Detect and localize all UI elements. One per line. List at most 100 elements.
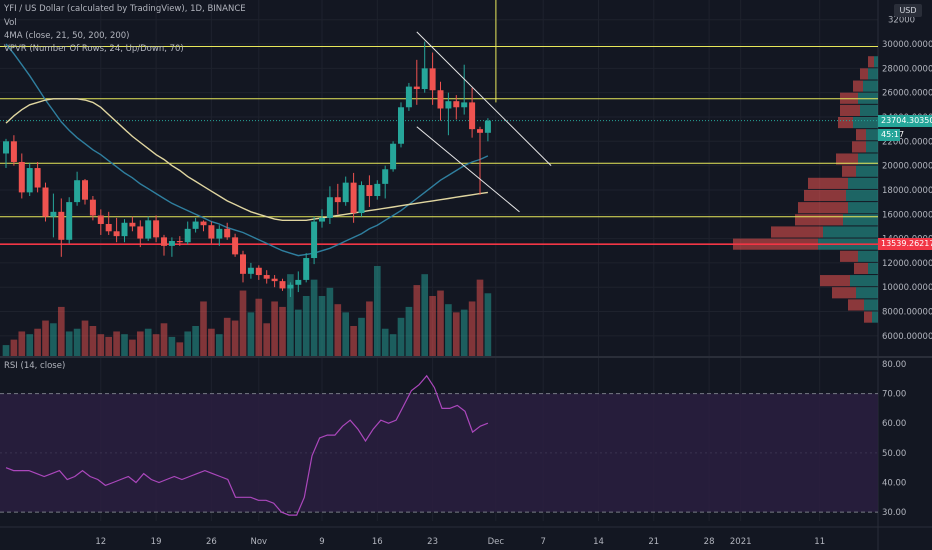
candle-body bbox=[350, 182, 357, 214]
volume-bar bbox=[460, 309, 468, 356]
volume-bars bbox=[2, 266, 492, 356]
time-tick-label: 7 bbox=[540, 537, 545, 547]
vp-bar-down bbox=[771, 226, 823, 238]
volume-bar bbox=[279, 306, 286, 356]
time-tick-label: Nov bbox=[251, 537, 268, 547]
time-tick-label: Dec bbox=[488, 537, 505, 547]
candle-body bbox=[311, 221, 318, 259]
rsi-legend: RSI (14, close) bbox=[4, 361, 66, 371]
price-tick-label: 18000.00000 bbox=[882, 186, 932, 196]
vp-bar-down bbox=[836, 153, 858, 165]
volume-bar bbox=[302, 296, 310, 356]
time-tick-label: 23 bbox=[427, 537, 438, 547]
volume-bar bbox=[208, 328, 215, 356]
vp-bar-up bbox=[843, 214, 878, 226]
moving-averages bbox=[5, 43, 489, 257]
candle-body bbox=[405, 86, 412, 108]
candle-body bbox=[89, 199, 96, 216]
candle-body bbox=[153, 220, 160, 238]
volume-bar bbox=[334, 304, 342, 356]
candle-body bbox=[58, 211, 65, 240]
candle-body bbox=[374, 183, 381, 197]
volume-bar bbox=[57, 306, 65, 356]
trendlines[interactable] bbox=[416, 31, 552, 213]
symbol-legend: YFI / US Dollar (calculated by TradingVi… bbox=[4, 4, 246, 14]
volume-bar bbox=[129, 339, 136, 356]
candle-body bbox=[232, 237, 239, 255]
time-axis[interactable]: 12 19 26 Nov 9 16 23 Dec 7 14 21 28 2021 11 bbox=[95, 537, 825, 547]
volume-bar bbox=[366, 301, 373, 356]
time-tick-label: 19 bbox=[151, 537, 162, 547]
volume-bar bbox=[97, 334, 105, 356]
rsi-line bbox=[5, 374, 489, 516]
volume-bar bbox=[397, 317, 405, 356]
candle-body bbox=[437, 90, 444, 109]
support-price-tag: 13539.26217 bbox=[878, 238, 932, 251]
candle-body bbox=[295, 279, 302, 285]
candle-body bbox=[145, 220, 152, 239]
candle-body bbox=[113, 231, 120, 237]
candle-body bbox=[421, 68, 428, 90]
vp-bar-up bbox=[866, 141, 878, 153]
candle-body bbox=[200, 221, 207, 226]
volume-bar bbox=[26, 334, 34, 356]
candle-body bbox=[50, 211, 57, 217]
volume-bar bbox=[2, 345, 10, 356]
volume-bar bbox=[215, 334, 223, 356]
time-tick-label: 12 bbox=[95, 537, 106, 547]
time-tick-label: 16 bbox=[372, 537, 383, 547]
volume-bar bbox=[247, 312, 255, 356]
currency-badge[interactable]: USD bbox=[894, 4, 922, 17]
rsi-tick-label: 60.00 bbox=[882, 419, 906, 429]
candle-body bbox=[255, 267, 262, 276]
volume-bar bbox=[405, 306, 413, 356]
volume-bar bbox=[113, 331, 120, 356]
volume-bar bbox=[389, 334, 397, 356]
vp-bar-down bbox=[852, 141, 866, 153]
vp-bar-up bbox=[868, 262, 878, 275]
candle-body bbox=[303, 258, 310, 280]
candle-body bbox=[366, 185, 373, 197]
volume-bar bbox=[192, 326, 199, 356]
candle-body bbox=[484, 120, 491, 133]
candle-body bbox=[413, 86, 420, 90]
volume-bar bbox=[239, 290, 247, 356]
candle-body bbox=[318, 217, 326, 222]
candle-body bbox=[445, 101, 452, 109]
volume-bar bbox=[160, 323, 168, 356]
volume-bar bbox=[358, 317, 365, 356]
candle-body bbox=[287, 284, 294, 289]
price-tick-label: 30000.00000 bbox=[882, 40, 932, 50]
candle-body bbox=[382, 169, 389, 184]
candle-body bbox=[74, 180, 81, 203]
volume-bar bbox=[452, 312, 460, 356]
price-tick-label: 6000.00000 bbox=[882, 332, 932, 342]
vp-bar-up bbox=[874, 56, 878, 68]
vp-bar-up bbox=[866, 129, 878, 141]
vp-bar-down bbox=[856, 129, 866, 141]
candle-body bbox=[247, 267, 254, 274]
vp-bar-down bbox=[798, 202, 848, 214]
volume-bar bbox=[18, 331, 26, 356]
price-tick-label: 28000.00000 bbox=[882, 64, 932, 74]
price-tick-label: 8000.00000 bbox=[882, 308, 932, 318]
time-tick-label: 9 bbox=[319, 537, 324, 547]
candle-body bbox=[476, 129, 484, 133]
moving-average-slow bbox=[5, 98, 489, 221]
vp-bar-down bbox=[804, 189, 846, 202]
vp-bar-down bbox=[842, 165, 856, 177]
candle-body bbox=[216, 228, 223, 239]
candle-body bbox=[42, 187, 49, 217]
vp-bar-down bbox=[864, 311, 872, 323]
candle-body bbox=[224, 228, 231, 238]
volume-bar bbox=[231, 320, 239, 356]
vp-bar-up bbox=[858, 250, 878, 262]
volume-bar bbox=[42, 320, 49, 356]
volume-bar bbox=[342, 312, 350, 356]
moving-average-fast bbox=[5, 43, 489, 257]
candle-body bbox=[326, 197, 333, 218]
vp-bar-up bbox=[858, 153, 878, 165]
volume-bar bbox=[121, 334, 128, 356]
candle-body bbox=[429, 68, 436, 91]
